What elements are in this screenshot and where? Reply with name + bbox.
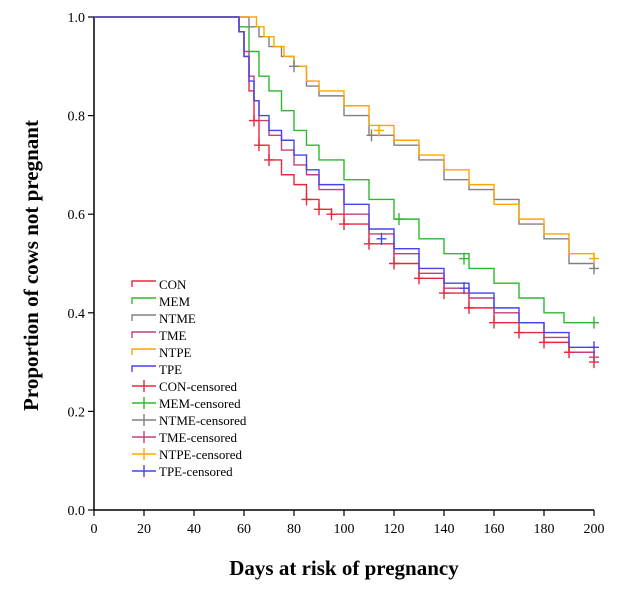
x-tick-label: 200	[584, 522, 605, 537]
x-tick-label: 20	[137, 522, 151, 537]
series-line-ntme	[94, 16, 595, 269]
censored-marker-con	[264, 153, 274, 166]
x-tick-label: 0	[91, 522, 98, 537]
censored-marker-mem	[459, 252, 469, 265]
legend-label-tme-censored: TME-censored	[159, 430, 237, 445]
censored-marker-con	[364, 237, 374, 250]
x-tick-label: 100	[334, 522, 355, 537]
censored-marker-con	[514, 326, 524, 339]
y-axis-title: Proportion of cows not pregnant	[19, 120, 43, 411]
censored-marker-con	[539, 336, 549, 349]
censored-marker-tpe	[589, 341, 599, 354]
censored-marker-con	[339, 218, 349, 231]
censored-marker-tpe	[459, 282, 469, 295]
censored-marker-con	[564, 346, 574, 359]
legend-swatch-con	[131, 280, 156, 287]
legend-label-tpe-censored: TPE-censored	[159, 464, 233, 479]
legend-swatch-ntpe-censored	[132, 448, 156, 460]
censored-marker-ntpe	[374, 124, 384, 137]
censored-marker-tpe	[376, 232, 387, 245]
censored-marker-con	[326, 208, 337, 221]
censored-marker-con	[489, 316, 499, 329]
legend-swatch-ntme	[131, 314, 156, 321]
censored-markers-layer	[249, 60, 599, 369]
y-tick-label: 0.0	[68, 504, 86, 519]
legend-swatch-tpe-censored	[132, 465, 156, 477]
legend-label-mem: MEM	[159, 294, 191, 309]
legend-swatch-tme	[131, 331, 156, 338]
x-tick-label: 60	[237, 522, 251, 537]
censored-marker-mem	[394, 213, 404, 226]
x-tick-label: 140	[434, 522, 455, 537]
legend-label-tme: TME	[159, 328, 187, 343]
legend-swatch-ntme-censored	[132, 414, 156, 426]
legend: CON MEM NTME TME NTPE TPE CON-censored MEM-cens…	[131, 277, 247, 479]
legend-swatch-ntpe	[131, 348, 156, 355]
censored-marker-ntpe	[589, 252, 599, 265]
x-axis-ticks: 0 20 40 60 80 100 120 140 160 180 200	[91, 510, 605, 537]
censored-marker-con	[301, 193, 312, 206]
censored-marker-mem	[589, 316, 599, 329]
series-line-ntpe	[94, 16, 595, 259]
series-line-mem	[94, 16, 594, 324]
legend-label-ntpe: NTPE	[159, 345, 192, 360]
legend-label-mem-censored: MEM-censored	[159, 396, 241, 411]
legend-swatch-tme-censored	[132, 431, 156, 443]
legend-label-tpe: TPE	[159, 362, 182, 377]
censored-marker-con	[389, 257, 399, 270]
legend-swatch-con-censored	[132, 380, 156, 392]
series-layer	[94, 16, 595, 363]
censored-marker-con	[254, 139, 264, 152]
legend-label-con: CON	[159, 277, 187, 292]
legend-swatch-mem-censored	[132, 397, 156, 409]
x-tick-label: 120	[384, 522, 405, 537]
legend-label-con-censored: CON-censored	[159, 379, 237, 394]
x-tick-label: 80	[287, 522, 301, 537]
legend-label-ntme: NTME	[159, 311, 196, 326]
y-tick-label: 0.2	[68, 405, 86, 420]
x-axis-title: Days at risk of pregnancy	[229, 556, 459, 580]
censored-marker-ntme	[366, 129, 377, 142]
censored-marker-con	[249, 114, 259, 127]
x-tick-label: 180	[534, 522, 555, 537]
y-tick-label: 0.8	[68, 110, 86, 125]
censored-marker-con	[414, 272, 424, 285]
legend-swatch-mem	[131, 297, 156, 304]
x-tick-label: 40	[187, 522, 201, 537]
censored-marker-ntme	[289, 60, 299, 73]
y-tick-label: 1.0	[68, 11, 86, 26]
censored-marker-con	[464, 301, 474, 314]
legend-label-ntme-censored: NTME-censored	[159, 413, 247, 428]
censored-marker-con	[439, 287, 449, 300]
legend-swatch-tpe	[131, 365, 156, 372]
y-axis-ticks: 0.0 0.2 0.4 0.6 0.8 1.0	[68, 11, 94, 519]
series-line-tpe	[94, 16, 594, 349]
y-tick-label: 0.4	[68, 307, 86, 322]
y-tick-label: 0.6	[68, 208, 86, 223]
legend-label-ntpe-censored: NTPE-censored	[159, 447, 243, 462]
censored-marker-con	[314, 203, 324, 216]
x-tick-label: 160	[484, 522, 505, 537]
